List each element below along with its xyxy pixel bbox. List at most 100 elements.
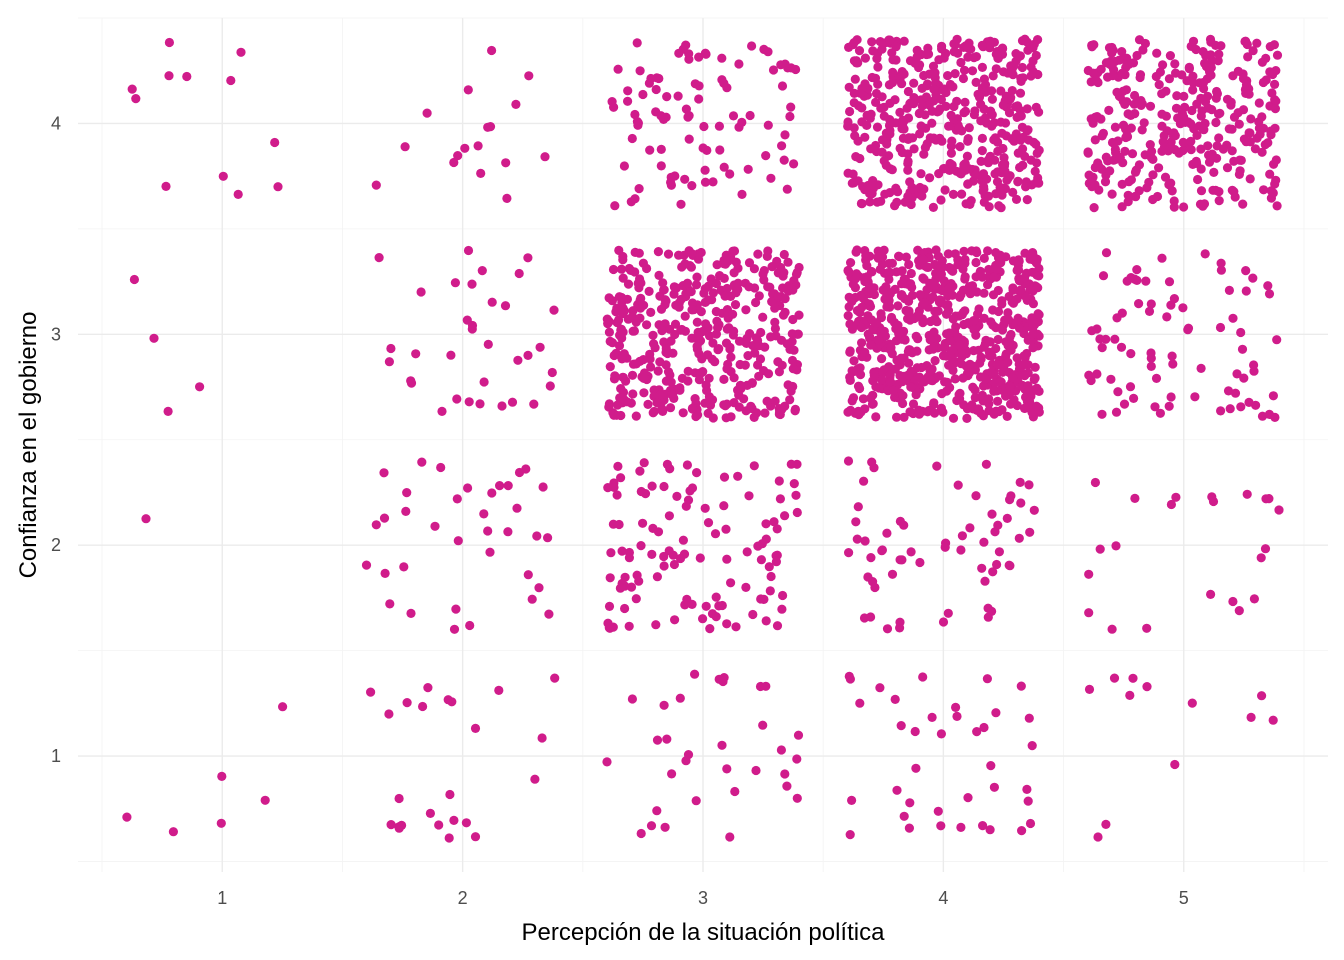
data-point [786,459,796,469]
data-point [904,296,914,306]
data-point [1020,273,1030,283]
data-point [129,274,139,285]
data-point [687,599,697,610]
data-point [1007,134,1017,144]
data-point [1164,401,1174,411]
data-point [1090,135,1100,145]
data-point [680,326,691,336]
data-point [1151,373,1162,383]
data-point [1108,71,1118,81]
data-point [461,818,471,828]
data-point [697,354,707,364]
data-point [754,371,764,381]
data-point [867,72,877,83]
data-point [857,199,867,209]
data-point [969,53,979,63]
data-point [733,471,743,481]
data-point [903,165,913,175]
data-point [1100,177,1111,187]
data-point [786,386,796,396]
data-point [782,781,792,791]
data-point [993,285,1003,296]
data-point [1004,560,1014,570]
data-point [922,139,932,149]
data-point [603,483,613,493]
data-point [753,249,763,259]
data-point [986,367,996,378]
data-point [1246,712,1256,723]
data-point [1236,155,1246,165]
data-point [893,320,903,330]
data-point [912,346,922,356]
data-point [1238,74,1249,84]
data-point [668,348,678,358]
data-point [503,481,513,491]
data-point [719,501,729,511]
data-point [656,161,666,171]
data-point [984,406,994,416]
data-point [1017,826,1027,836]
data-point [847,296,857,307]
data-point [691,796,701,806]
data-point [1008,285,1018,295]
data-point [788,314,798,325]
data-point [771,557,782,567]
data-point [997,190,1007,200]
data-point [707,395,718,405]
data-point [667,769,677,779]
data-point [1101,248,1112,258]
data-point [1000,118,1011,128]
data-point [955,292,965,302]
data-point [977,133,988,143]
data-point [897,266,907,276]
data-point [1005,381,1015,391]
data-point [705,624,715,634]
data-point [894,251,904,262]
data-point [929,327,939,337]
data-point [497,401,507,411]
data-point [684,111,694,121]
data-point [462,315,472,325]
data-point [948,266,958,276]
data-point [904,358,914,368]
data-point [893,301,903,311]
data-point [885,377,896,387]
data-point [1124,177,1134,187]
data-point [954,390,964,400]
data-point [1107,624,1117,634]
data-point [926,375,936,385]
data-point [1170,59,1180,69]
data-point [719,162,729,172]
data-point [1179,91,1189,101]
data-point [1139,118,1149,128]
data-point [1164,277,1175,287]
data-point [446,350,456,360]
data-point [850,74,860,84]
data-point [1257,691,1267,701]
data-point [1117,202,1127,212]
data-point [929,134,939,144]
data-point [786,102,796,112]
data-point [1166,499,1176,510]
data-point [1260,544,1271,554]
data-point [993,520,1003,530]
data-point [1084,684,1095,695]
data-point [857,338,867,348]
data-point [675,553,686,564]
data-point [1134,98,1144,108]
data-point [943,249,954,259]
data-point [962,413,972,423]
data-point [430,521,440,531]
data-point [983,158,993,168]
data-point [1216,265,1226,275]
data-point [783,257,793,267]
data-point [947,290,958,300]
data-point [995,182,1005,192]
data-point [623,86,633,96]
data-point [622,294,633,304]
data-point [1022,784,1032,795]
data-point [1111,407,1122,417]
data-point [866,612,876,622]
data-point [675,693,685,703]
data-point [678,535,689,545]
